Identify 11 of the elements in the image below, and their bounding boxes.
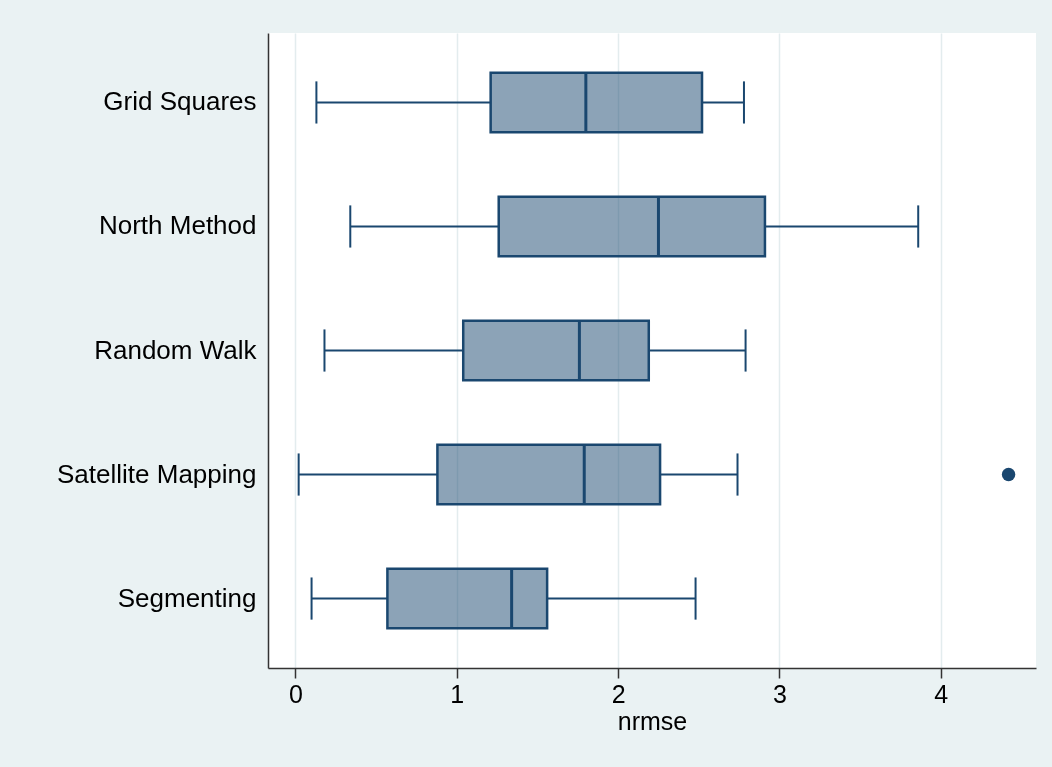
x-tick-label: 3 [773, 679, 787, 708]
y-tick-label: Random Walk [94, 334, 258, 365]
y-tick-label: Satellite Mapping [57, 458, 257, 489]
x-tick-label: 0 [288, 679, 303, 708]
y-tick-label: North Method [98, 210, 257, 241]
x-axis-title: nrmse [617, 706, 688, 735]
y-tick-label: Segmenting [117, 582, 257, 613]
x-tick-label: 4 [934, 679, 949, 708]
x-tick-label: 2 [611, 679, 626, 708]
y-tick-label: Grid Squares [103, 86, 257, 117]
x-tick-label: 1 [450, 679, 465, 708]
